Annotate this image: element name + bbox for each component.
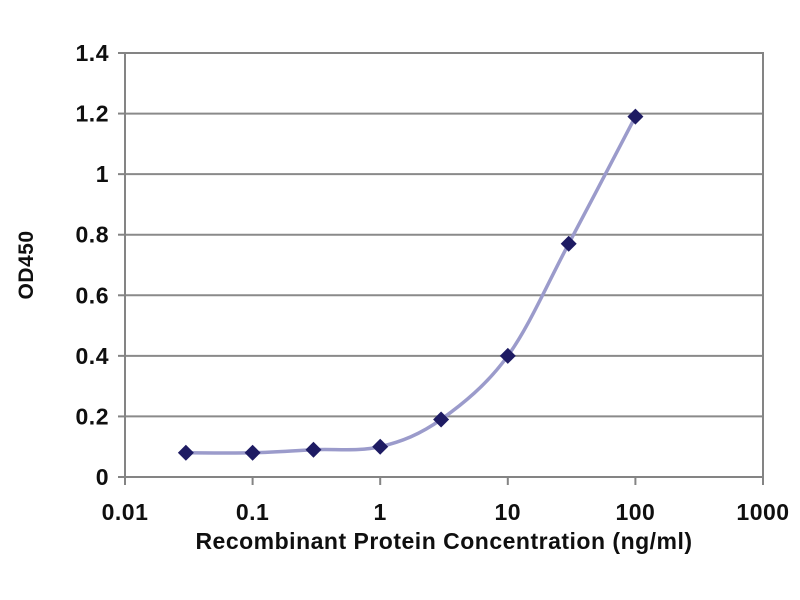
y-tick-label: 0.4 (76, 343, 109, 369)
y-tick-label: 1 (96, 161, 109, 187)
x-axis-title: Recombinant Protein Concentration (ng/ml… (195, 528, 692, 554)
x-tick-label: 1000 (736, 499, 789, 525)
y-tick-label: 0 (96, 464, 109, 490)
y-tick-label: 1.4 (76, 40, 109, 66)
data-series (177, 108, 644, 461)
x-tick-label: 10 (495, 499, 522, 525)
y-axis-title: OD450 (15, 230, 38, 299)
series-line (184, 114, 638, 455)
y-tick-label: 1.2 (76, 101, 109, 127)
data-point-marker (560, 235, 577, 252)
data-point-marker (372, 438, 389, 455)
x-tick-label: 0.01 (102, 499, 149, 525)
y-tick-label: 0.6 (76, 282, 109, 308)
x-tick-label: 100 (615, 499, 655, 525)
data-point-marker (305, 441, 322, 458)
y-tick-label: 0.2 (76, 403, 109, 429)
data-point-marker (433, 411, 450, 428)
x-tick-label: 0.1 (236, 499, 269, 525)
plot-border (124, 52, 764, 478)
x-tick-label: 1 (374, 499, 387, 525)
y-tick-label: 0.8 (76, 222, 109, 248)
data-point-marker (244, 444, 261, 461)
axis-tick-labels: 0 0.2 0.4 0.6 0.8 1 1.2 1.4 0.01 0.1 1 10 100 1000 (76, 40, 790, 525)
gridlines (125, 112, 763, 418)
axis-ticks (118, 52, 764, 485)
data-point-marker (627, 108, 644, 125)
data-point-marker (499, 347, 516, 364)
data-point-marker (177, 444, 194, 461)
plot-frame (124, 52, 764, 478)
